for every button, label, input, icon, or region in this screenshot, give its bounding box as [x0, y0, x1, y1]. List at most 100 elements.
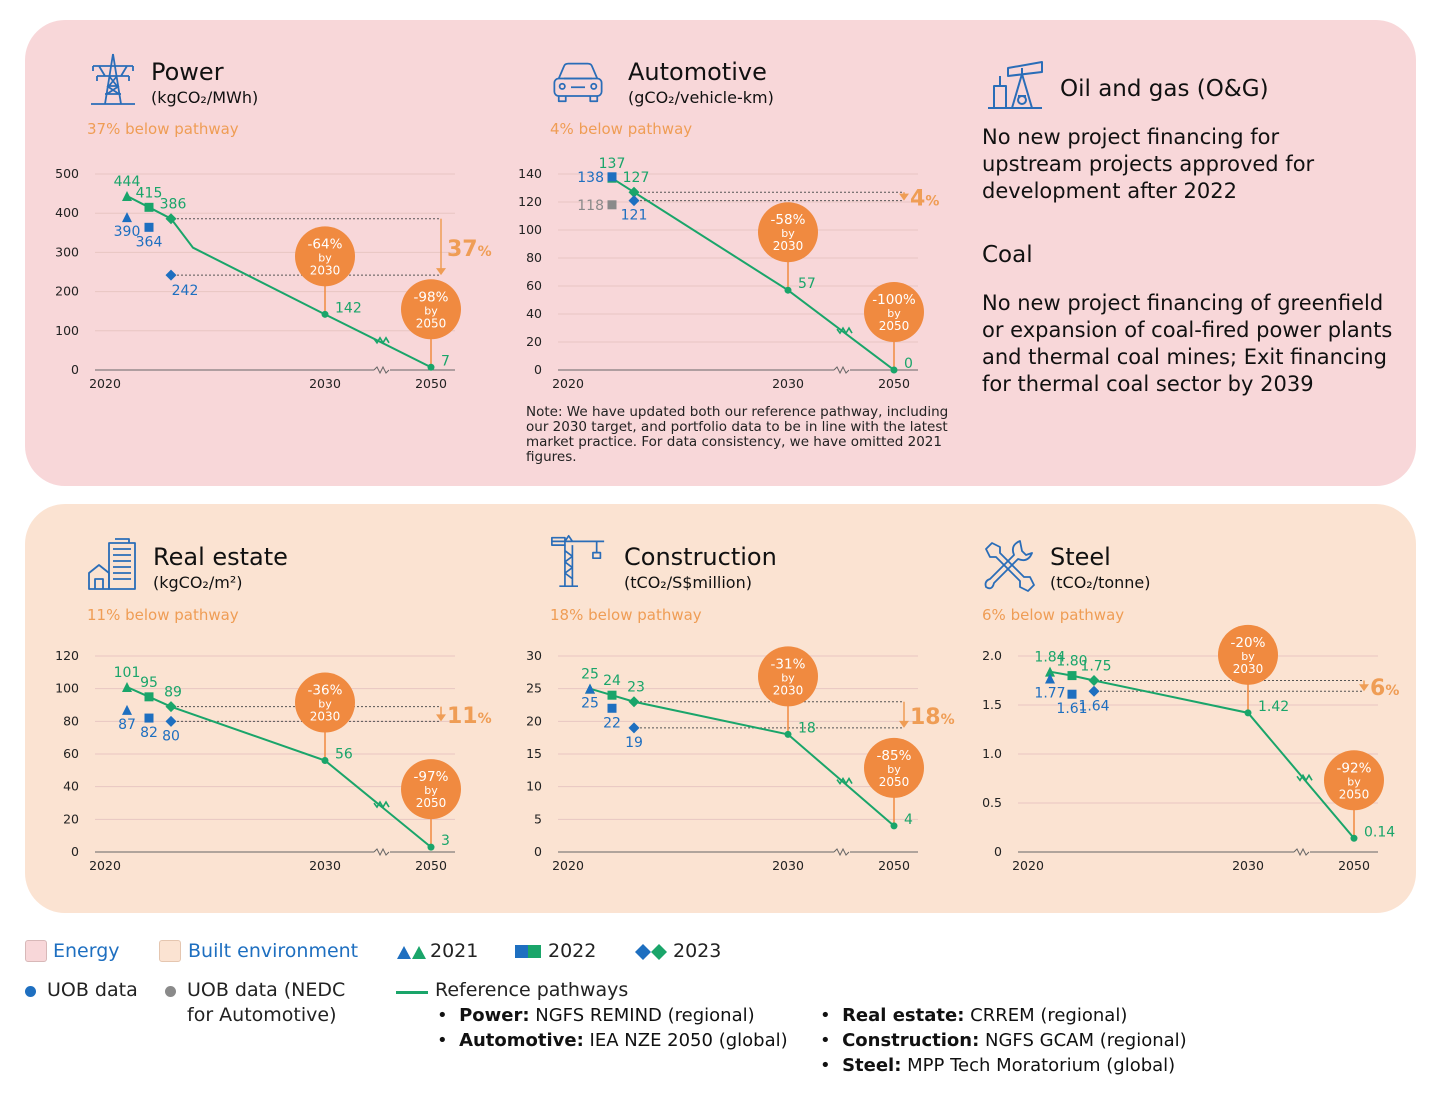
pathway-value-label: 18	[798, 720, 816, 736]
uob-data-dot	[25, 986, 36, 997]
y-tick-label: 1.5	[982, 697, 1002, 712]
power-title: Power	[151, 58, 224, 86]
uob-marker-2023	[165, 269, 177, 281]
pathway-construction: • Construction: NGFS GCAM (regional)	[820, 1030, 1187, 1051]
axis-break	[833, 847, 850, 857]
pathway-real-estate: • Real estate: CRREM (regional)	[820, 1005, 1128, 1026]
reduction-bubble	[295, 672, 355, 733]
uob-value-label: 138	[577, 170, 604, 186]
y-tick-label: 100	[55, 681, 79, 696]
y-tick-label: 0	[534, 362, 542, 377]
pathway-break	[836, 777, 853, 786]
x-tick-label: 2020	[89, 376, 121, 391]
real-estate-unit: (kgCO₂/m²)	[153, 573, 243, 592]
pathway-marker-2022	[144, 692, 154, 702]
x-tick-label: 2050	[878, 858, 910, 873]
pathway-point-2030	[784, 730, 792, 738]
automotive-below-pathway: 4% below pathway	[550, 120, 693, 138]
uob-value-label: 1.77	[1034, 686, 1065, 702]
building-icon	[88, 538, 136, 590]
y-tick-label: 140	[518, 166, 542, 181]
oil-pump-icon	[988, 61, 1043, 109]
reference-pathway-line	[611, 177, 895, 371]
y-tick-label: 100	[55, 323, 79, 338]
steel-chart: 0 0.5 1.0 1.5 2.0 2020 2030 2050 6% 1.841.801.75 1…	[982, 624, 1399, 873]
x-tick-label: 2050	[415, 858, 447, 873]
uob-value-label: 364	[136, 234, 163, 250]
pathway-point-2050	[427, 843, 435, 851]
y-tick-label: 0	[534, 844, 542, 859]
pathway-value-label: 127	[623, 170, 650, 186]
steel-unit: (tCO₂/tonne)	[1050, 573, 1151, 592]
y-tick-label: 2.0	[982, 648, 1002, 663]
uob-value-label: 22	[603, 715, 621, 731]
reduction-year: 2030	[1233, 662, 1264, 676]
reduction-by: by	[1241, 650, 1255, 663]
real-estate-section: Real estate (kgCO₂/m²) 11% below pathway…	[55, 533, 495, 878]
pathway-marker-2023	[165, 213, 177, 225]
reduction-percentage: -92%	[1337, 760, 1372, 776]
y-tick-label: 0	[71, 362, 79, 377]
x-tick-label: 2030	[772, 858, 804, 873]
axis-break	[373, 847, 390, 857]
uob-marker-2021	[1045, 673, 1055, 684]
power-chart: 0 100 200 300 400 500 2020 2030 2050 37% 444415386…	[55, 166, 492, 391]
reference-pathway-line	[589, 687, 895, 827]
uob-marker-2023	[628, 195, 640, 207]
pathway-value-label: 3	[441, 833, 450, 849]
pathway-point-2030	[321, 310, 329, 318]
gap-arrowhead	[436, 268, 446, 276]
x-tick-label: 2030	[772, 376, 804, 391]
automotive-unit: (gCO₂/vehicle-km)	[628, 88, 774, 107]
reduction-bubble	[864, 282, 924, 342]
pathway-break	[373, 800, 390, 809]
legend-2021: 2021	[430, 940, 479, 962]
y-tick-label: 30	[526, 648, 542, 663]
steel-section: Steel (tCO₂/tonne) 6% below pathway 0 0.5…	[980, 533, 1410, 878]
x-tick-label: 2020	[89, 858, 121, 873]
pathway-value-label: 444	[114, 174, 141, 190]
reduction-year: 2050	[416, 796, 447, 810]
legend-uob-data: UOB data	[47, 979, 138, 1001]
pathway-value-label: 386	[160, 197, 187, 213]
y-tick-label: 500	[55, 166, 79, 181]
pathway-marker-2022	[144, 202, 154, 212]
reduction-by: by	[781, 671, 795, 684]
x-tick-label: 2020	[1012, 858, 1044, 873]
pathway-marker-2023	[1088, 675, 1100, 686]
pathway-power: • Power: NGFS REMIND (regional)	[437, 1005, 755, 1026]
construction-unit: (tCO₂/S$million)	[624, 573, 752, 592]
gap-percentage: 6%	[1370, 676, 1399, 701]
gap-arrowhead	[436, 714, 446, 722]
pathway-value-label: 1.80	[1056, 654, 1087, 670]
pathway-point-2030	[321, 757, 329, 765]
reduction-bubble	[1324, 750, 1384, 811]
pathway-break	[373, 336, 390, 345]
reduction-bubble	[758, 646, 818, 707]
y-tick-label: 120	[55, 648, 79, 663]
legend-2023-diamonds	[635, 944, 667, 960]
pathway-value-label: 25	[581, 667, 599, 683]
reduction-bubble	[864, 737, 924, 798]
built-environment-panel	[25, 504, 1416, 913]
x-tick-label: 2020	[552, 858, 584, 873]
y-tick-label: 200	[55, 284, 79, 299]
uob-value-label: 25	[581, 696, 599, 712]
reduction-percentage: -97%	[414, 769, 449, 785]
reduction-year: 2030	[310, 710, 341, 724]
y-tick-label: 40	[526, 306, 542, 321]
reduction-percentage: -64%	[308, 236, 343, 252]
construction-section: Construction (tCO₂/S$million) 18% below …	[520, 533, 960, 878]
uob-value-label: 242	[172, 283, 199, 299]
uob-marker-2023	[628, 722, 640, 734]
pathway-value-label: 0	[904, 356, 913, 372]
power-section: Power (kgCO₂/MWh) 37% below pathway 0 100…	[55, 48, 495, 398]
pathway-point-2030	[1244, 709, 1252, 717]
pathway-automotive: • Automotive: IEA NZE 2050 (global)	[437, 1030, 788, 1051]
pathway-value-label: 1.84	[1034, 650, 1065, 666]
uob-value-label: 80	[162, 728, 180, 744]
coal-text: No new project financing of greenfield o…	[982, 291, 1393, 396]
pathway-value-label: 7	[441, 353, 450, 369]
gap-arrowhead	[899, 193, 909, 201]
x-tick-label: 2050	[415, 376, 447, 391]
